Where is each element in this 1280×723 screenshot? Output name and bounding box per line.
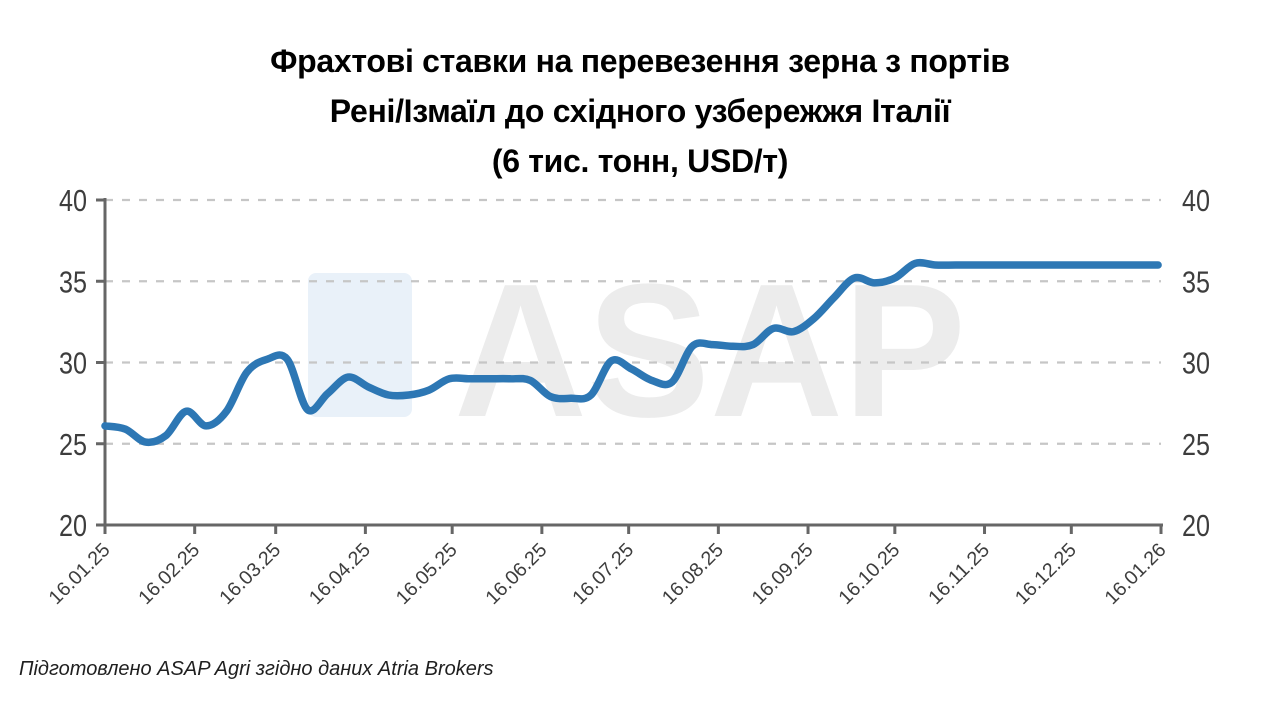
x-axis-label: 16.11.25 <box>924 539 994 609</box>
chart-title: Фрахтові ставки на перевезення зерна з п… <box>0 36 1280 186</box>
chart-title-line3: (6 тис. тонн, USD/т) <box>491 143 789 179</box>
y-axis-label-left: 30 <box>59 346 87 381</box>
source-note: Підготовлено ASAP Agri згідно даних Atri… <box>19 658 494 680</box>
x-axis-label: 16.07.25 <box>568 539 638 609</box>
x-axis-label: 16.01.26 <box>1101 539 1171 609</box>
x-axis-label: 16.03.25 <box>215 539 285 609</box>
y-axis-label-right: 25 <box>1182 427 1210 462</box>
x-axis-label: 16.02.25 <box>134 539 204 609</box>
x-axis-label: 16.04.25 <box>305 539 375 609</box>
y-axis-label-left: 40 <box>59 183 87 218</box>
freight-rate-line <box>101 258 1162 447</box>
chart-title-line1: Фрахтові ставки на перевезення зерна з п… <box>270 43 1010 79</box>
y-axis-label-right: 40 <box>1182 183 1210 218</box>
y-axis-label-left: 25 <box>59 427 87 462</box>
chart-title-line2: Рені/Ізмаїл до східного узбережжя Італії <box>329 93 951 129</box>
x-axis-label: 16.05.25 <box>392 539 462 609</box>
watermark-logo-square <box>308 273 412 417</box>
x-axis-label: 16.10.25 <box>834 539 904 609</box>
y-axis-label-right: 35 <box>1182 264 1210 299</box>
y-axis-label-left: 35 <box>59 264 87 299</box>
y-axis-label-left: 20 <box>59 508 87 543</box>
x-axis-label: 16.06.25 <box>481 539 551 609</box>
y-axis-label-right: 30 <box>1182 346 1210 381</box>
x-axis-label: 16.09.25 <box>748 539 818 609</box>
x-axis-label: 16.08.25 <box>658 539 728 609</box>
x-axis-label: 16.12.25 <box>1011 539 1081 609</box>
x-axis-label: 16.01.25 <box>45 539 115 609</box>
y-axis-label-right: 20 <box>1182 508 1210 543</box>
